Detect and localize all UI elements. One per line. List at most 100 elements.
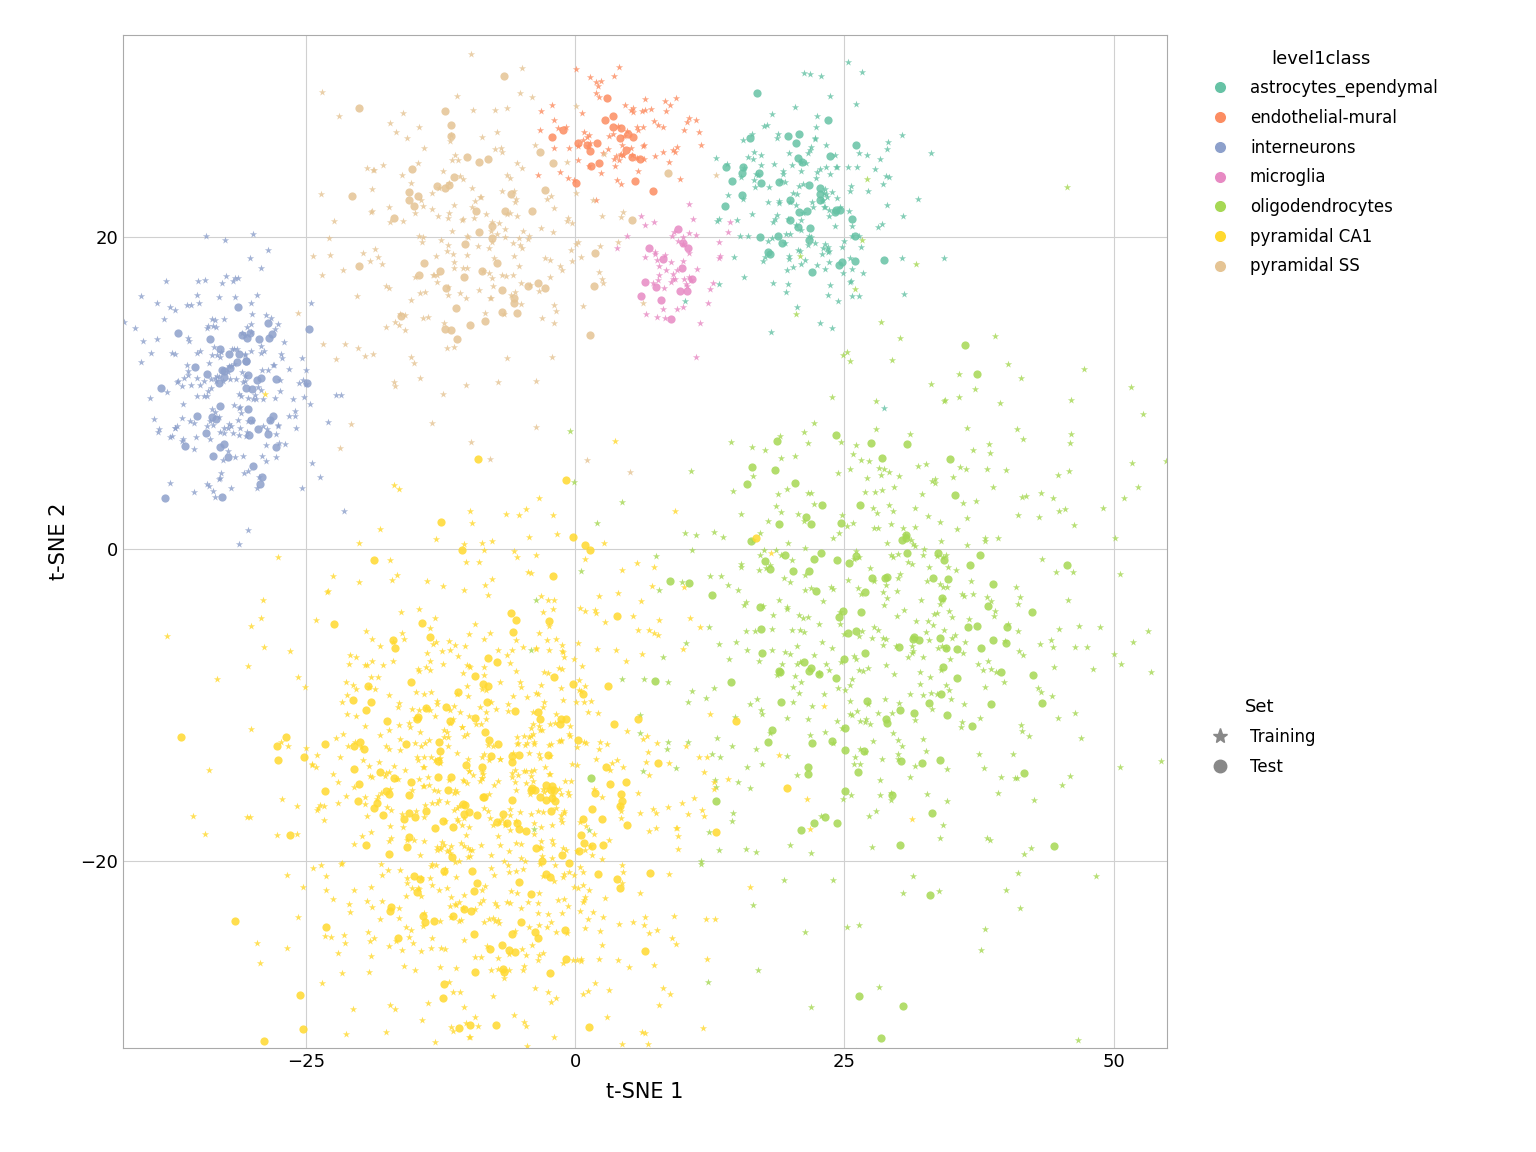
Point: [1055, 591, 1080, 609]
Point: [754, 559, 779, 577]
Point: [630, 103, 654, 121]
Point: [616, 126, 641, 144]
Point: [519, 88, 544, 106]
Point: [746, 166, 771, 184]
Point: [376, 861, 401, 879]
Point: [665, 827, 690, 846]
Point: [541, 153, 565, 172]
Point: [226, 426, 250, 445]
Point: [375, 797, 399, 816]
Point: [934, 638, 958, 657]
Point: [430, 642, 455, 660]
Point: [786, 505, 811, 523]
Point: [333, 933, 358, 952]
Point: [502, 288, 527, 306]
Point: [379, 829, 404, 848]
Point: [587, 740, 611, 758]
Point: [344, 680, 369, 698]
Point: [244, 391, 269, 409]
Point: [829, 433, 854, 452]
Point: [163, 419, 187, 438]
Point: [573, 677, 598, 696]
Point: [548, 162, 573, 181]
Point: [445, 684, 470, 703]
Point: [1012, 764, 1037, 782]
Point: [238, 249, 263, 267]
Point: [286, 668, 310, 687]
Point: [857, 452, 882, 470]
Point: [488, 303, 513, 321]
Point: [381, 631, 406, 650]
Point: [375, 712, 399, 730]
Point: [510, 59, 535, 77]
Point: [840, 670, 865, 689]
Point: [243, 386, 267, 404]
Point: [888, 566, 912, 584]
Point: [642, 213, 667, 232]
Point: [413, 912, 438, 931]
Point: [407, 227, 432, 245]
Point: [859, 433, 883, 452]
Point: [748, 174, 773, 192]
Point: [1072, 359, 1097, 378]
Point: [731, 268, 756, 287]
Point: [573, 536, 598, 554]
Point: [565, 842, 590, 861]
Point: [538, 867, 562, 886]
Point: [831, 232, 856, 250]
Point: [235, 388, 260, 407]
Point: [553, 471, 578, 490]
Point: [425, 177, 450, 196]
Point: [425, 841, 450, 859]
Point: [863, 802, 888, 820]
Point: [223, 287, 247, 305]
Point: [730, 165, 754, 183]
Point: [516, 562, 541, 581]
Point: [919, 667, 943, 685]
Point: [200, 416, 224, 434]
Point: [571, 123, 596, 142]
Point: [387, 899, 412, 917]
Point: [550, 690, 574, 708]
Point: [292, 748, 316, 766]
Point: [263, 320, 287, 339]
Point: [756, 511, 780, 530]
Point: [562, 878, 587, 896]
Point: [441, 907, 465, 925]
Point: [501, 294, 525, 312]
Point: [590, 788, 614, 806]
Point: [694, 689, 719, 707]
Point: [777, 250, 802, 268]
Point: [550, 260, 574, 279]
Point: [751, 541, 776, 560]
Point: [524, 923, 548, 941]
Point: [217, 415, 241, 433]
Point: [565, 151, 590, 169]
Point: [220, 357, 244, 376]
Point: [731, 158, 756, 176]
Point: [249, 381, 273, 400]
Point: [903, 711, 928, 729]
Point: [584, 191, 608, 210]
Point: [940, 608, 965, 627]
Point: [470, 262, 495, 280]
Point: [370, 255, 395, 273]
Point: [634, 727, 659, 745]
Point: [445, 810, 470, 828]
Point: [608, 129, 633, 147]
Point: [304, 757, 329, 775]
Point: [163, 301, 187, 319]
Point: [398, 718, 422, 736]
Point: [444, 798, 468, 817]
Point: [505, 547, 530, 566]
Point: [869, 448, 894, 467]
Point: [456, 706, 481, 725]
Point: [968, 546, 992, 564]
Point: [925, 684, 949, 703]
Point: [610, 561, 634, 579]
Point: [418, 700, 442, 719]
Point: [554, 710, 579, 728]
Point: [935, 578, 960, 597]
Point: [556, 169, 581, 188]
Point: [358, 932, 382, 950]
